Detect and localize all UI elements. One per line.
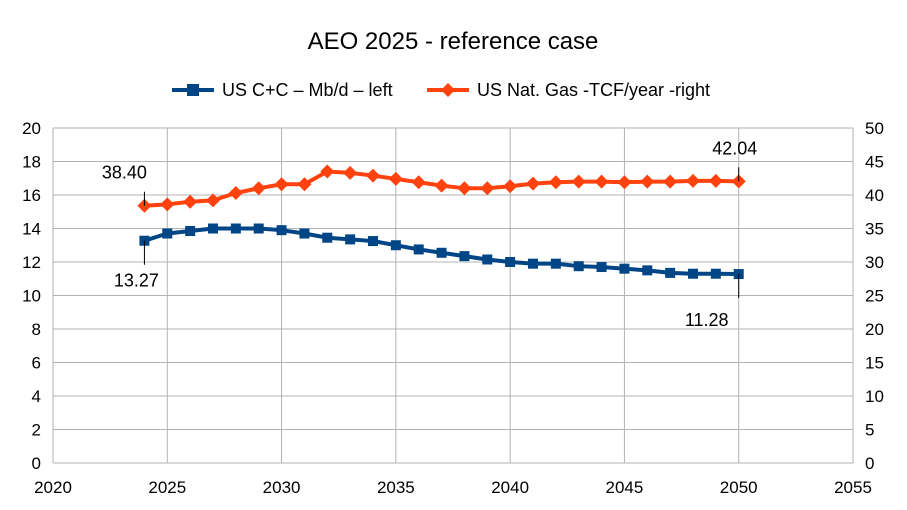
crude-data-point	[208, 223, 218, 234]
y-left-tick-label: 4	[32, 387, 41, 406]
annotations: 38.40 42.04 13.27 11.28	[102, 138, 757, 330]
crude-data-point	[299, 228, 310, 239]
crude-data-point	[573, 261, 584, 272]
gas-data-point	[526, 176, 540, 191]
crude-data-point	[390, 240, 401, 251]
crude-data-point	[482, 254, 493, 265]
x-tick-label: 2030	[263, 478, 301, 497]
y-right-tick-label: 30	[865, 253, 884, 272]
legend-crude-marker	[187, 84, 199, 96]
crude-data-point	[276, 225, 287, 236]
x-tick-label: 2045	[606, 478, 644, 497]
crude-data-point	[688, 268, 698, 279]
y-right-tick-label: 10	[865, 387, 884, 406]
crude-data-point	[368, 236, 378, 247]
gas-data-point	[297, 177, 312, 192]
legend-gas-label: US Nat. Gas -TCF/year -right	[477, 80, 710, 100]
x-tick-label: 2020	[34, 478, 72, 497]
gas-data-point	[434, 178, 449, 193]
crude-data-point	[528, 258, 538, 269]
crude-data-point	[665, 267, 676, 278]
y-left-tick-label: 14	[22, 220, 41, 239]
crude-data-point	[459, 251, 470, 262]
gas-data-point	[228, 185, 243, 200]
series-layer	[137, 164, 746, 280]
gas-data-point	[663, 174, 678, 189]
x-tick-label: 2025	[148, 478, 186, 497]
y-left-tick-label: 18	[22, 153, 41, 172]
data-label: 13.27	[114, 271, 159, 291]
gas-data-point	[480, 181, 495, 196]
gas-data-point	[183, 194, 198, 209]
gas-data-point	[708, 173, 723, 188]
grid	[52, 127, 854, 464]
gas-data-point	[548, 175, 563, 190]
y-right-tick-label: 40	[865, 186, 884, 205]
gas-data-point	[320, 164, 335, 179]
legend: US C+C – Mb/d – left US Nat. Gas -TCF/ye…	[172, 80, 710, 100]
y-left-tick-label: 10	[22, 287, 41, 306]
data-label: 38.40	[102, 163, 147, 183]
gas-data-point	[594, 174, 609, 189]
gas-data-point	[251, 181, 266, 196]
crude-data-point	[619, 263, 630, 274]
legend-gas-marker	[441, 83, 455, 97]
chart-title: AEO 2025 - reference case	[308, 28, 599, 55]
gas-data-point	[388, 171, 403, 186]
gas-data-point	[206, 193, 220, 208]
y-right-tick-label: 20	[865, 320, 884, 339]
gas-data-point	[503, 179, 518, 194]
crude-data-point	[642, 265, 653, 276]
crude-data-point	[185, 226, 196, 237]
y-right-tick-label: 25	[865, 287, 884, 306]
gas-data-point	[411, 175, 426, 190]
x-tick-label: 2040	[491, 478, 529, 497]
legend-crude-label: US C+C – Mb/d – left	[222, 80, 393, 100]
y-right-tick-label: 15	[865, 354, 884, 373]
gas-data-point	[457, 181, 472, 196]
crude-data-point	[596, 262, 607, 273]
crude-data-point	[230, 223, 241, 234]
x-tick-label: 2055	[834, 478, 872, 497]
data-label: 42.04	[712, 138, 757, 158]
gas-data-point	[274, 177, 289, 192]
y-left-tick-label: 0	[32, 454, 41, 473]
crude-data-point	[413, 244, 424, 255]
y-right-tick-label: 5	[865, 421, 874, 440]
gas-data-point	[686, 173, 700, 188]
crude-data-point	[505, 257, 516, 267]
y-left-tick-label: 6	[32, 354, 41, 373]
y-right-tick-label: 50	[865, 119, 884, 138]
gas-data-point	[343, 165, 358, 180]
y-left-tick-label: 2	[32, 421, 41, 440]
y-left-tick-label: 16	[22, 186, 41, 205]
gas-data-point	[617, 175, 632, 190]
crude-data-point	[345, 234, 356, 245]
crude-data-point	[550, 258, 561, 269]
legend-item-gas: US Nat. Gas -TCF/year -right	[427, 80, 710, 100]
gas-data-point	[366, 168, 380, 183]
x-tick-label: 2035	[377, 478, 415, 497]
crude-data-point	[436, 247, 447, 258]
crude-data-point	[322, 232, 333, 243]
y-right-tick-label: 0	[865, 454, 874, 473]
data-label: 11.28	[685, 310, 729, 330]
gas-data-point	[571, 174, 586, 189]
y-left-tick-label: 12	[22, 253, 41, 272]
y-left-tick-label: 20	[22, 119, 41, 138]
y-right-tick-label: 35	[865, 220, 884, 239]
tick-labels: 0246810121416182005101520253035404550202…	[22, 119, 884, 497]
y-left-tick-label: 8	[32, 320, 41, 339]
x-tick-label: 2050	[720, 478, 758, 497]
crude-data-point	[710, 268, 721, 279]
crude-data-point	[162, 228, 173, 239]
gas-data-point	[160, 197, 175, 212]
y-right-tick-label: 45	[865, 153, 884, 172]
crude-data-point	[253, 223, 264, 234]
gas-data-point	[640, 174, 655, 189]
legend-item-crude: US C+C – Mb/d – left	[172, 80, 393, 100]
